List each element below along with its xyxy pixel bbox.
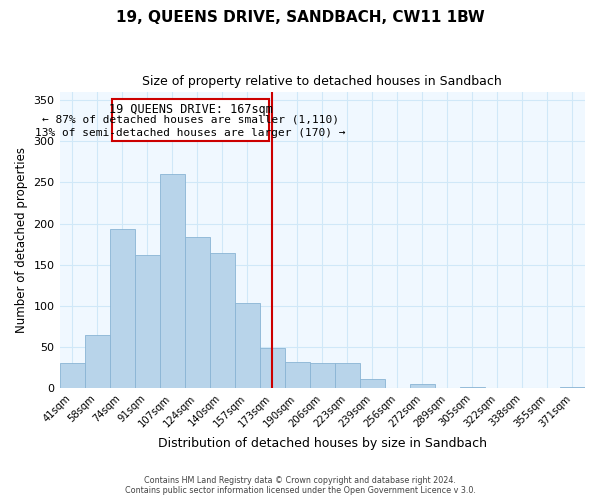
Bar — [410, 384, 435, 388]
Text: 13% of semi-detached houses are larger (170) →: 13% of semi-detached houses are larger (… — [35, 128, 346, 138]
Bar — [185, 237, 209, 388]
Bar — [209, 253, 235, 388]
X-axis label: Distribution of detached houses by size in Sandbach: Distribution of detached houses by size … — [158, 437, 487, 450]
Bar — [110, 230, 134, 388]
Bar — [360, 379, 385, 388]
Text: 19 QUEENS DRIVE: 167sqm: 19 QUEENS DRIVE: 167sqm — [109, 103, 272, 116]
Bar — [160, 174, 185, 388]
Bar — [85, 334, 110, 388]
Text: 19, QUEENS DRIVE, SANDBACH, CW11 1BW: 19, QUEENS DRIVE, SANDBACH, CW11 1BW — [116, 10, 484, 25]
Bar — [310, 364, 335, 388]
Text: ← 87% of detached houses are smaller (1,110): ← 87% of detached houses are smaller (1,… — [42, 115, 339, 125]
Bar — [285, 362, 310, 388]
FancyBboxPatch shape — [112, 98, 269, 142]
Text: Contains HM Land Registry data © Crown copyright and database right 2024.
Contai: Contains HM Land Registry data © Crown c… — [125, 476, 475, 495]
Bar — [134, 255, 160, 388]
Title: Size of property relative to detached houses in Sandbach: Size of property relative to detached ho… — [142, 75, 502, 88]
Bar — [235, 302, 260, 388]
Y-axis label: Number of detached properties: Number of detached properties — [15, 147, 28, 333]
Bar — [59, 364, 85, 388]
Bar — [460, 386, 485, 388]
Bar — [260, 348, 285, 388]
Bar — [335, 364, 360, 388]
